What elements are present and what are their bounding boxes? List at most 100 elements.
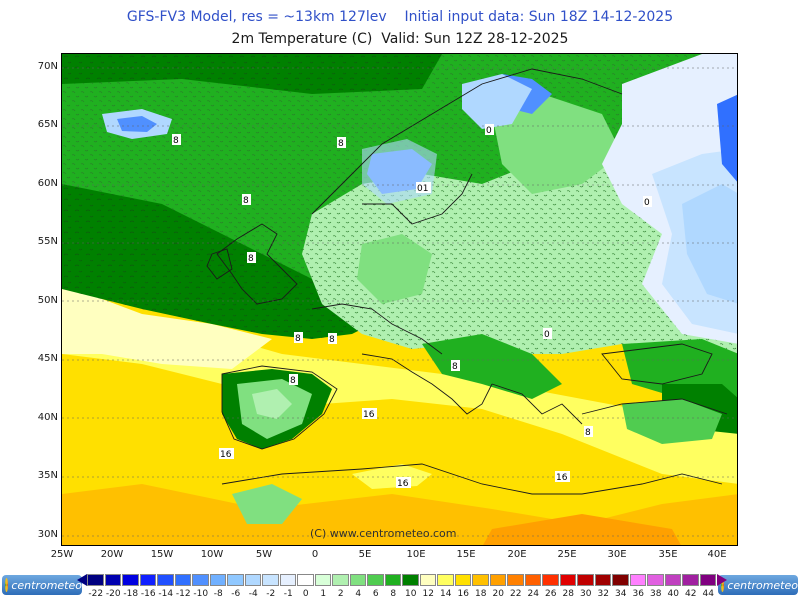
contour-label: 8 (173, 136, 179, 146)
brand-logo-right[interactable]: centrometeo (718, 575, 798, 595)
scale-label: 44 (702, 589, 714, 599)
scale-label: 2 (337, 589, 344, 599)
scale-swatch (402, 574, 419, 586)
scale-label: 34 (615, 589, 627, 599)
scale-label: -18 (123, 589, 139, 599)
logo-text: centrometeo (11, 578, 82, 592)
contour-label: 8 (248, 254, 254, 264)
scale-label: -2 (266, 589, 276, 599)
contour-label: 16 (556, 473, 568, 483)
scale-swatch (139, 574, 156, 586)
temperature-map[interactable]: 8 8 8 0 01 0 8 8 8 8 0 16 16 16 16 8 8 (61, 53, 738, 546)
scale-swatch (122, 574, 139, 586)
hot-zone (483, 514, 681, 545)
lon-label: 10E (406, 549, 426, 560)
scale-swatch (699, 574, 716, 586)
scale-swatch (612, 574, 629, 586)
scale-label: 6 (372, 589, 379, 599)
scale-label: 12 (422, 589, 434, 599)
scale-arrow-right-icon (717, 574, 727, 586)
lon-label: 20E (507, 549, 527, 560)
contour-label: 8 (329, 335, 335, 345)
scale-swatch (472, 574, 489, 586)
brand-logo-left[interactable]: centrometeo (2, 575, 82, 595)
logo-swirl-icon (5, 578, 9, 592)
lon-label: 30E (607, 549, 627, 560)
lon-label: 40E (707, 549, 727, 560)
scale-label: -20 (105, 589, 121, 599)
scale-swatch (244, 574, 261, 586)
scale-label: -10 (193, 589, 209, 599)
scale-label: 28 (562, 589, 574, 599)
scale-swatch (332, 574, 349, 586)
scale-label: 8 (390, 589, 397, 599)
lat-label: 55N (37, 236, 58, 247)
model-title: GFS-FV3 Model, res = ~13km 127lev Initia… (126, 9, 674, 25)
scale-label: 40 (667, 589, 679, 599)
logo-text: centrometeo (727, 578, 798, 592)
contour-label: 01 (417, 184, 428, 194)
scale-label: -14 (158, 589, 174, 599)
scale-label: -4 (248, 589, 258, 599)
lon-label: 15W (150, 549, 174, 560)
pale-band (62, 284, 272, 369)
contour-label: 8 (243, 196, 249, 206)
atlas-mountains (232, 484, 302, 524)
lat-label: 40N (37, 412, 58, 423)
scandinavia-green (492, 94, 622, 194)
scale-swatch (157, 574, 174, 586)
contour-label: 0 (544, 330, 550, 340)
scale-swatch (524, 574, 541, 586)
scale-swatch (682, 574, 699, 586)
scale-swatch (577, 574, 594, 586)
lat-label: 60N (37, 178, 58, 189)
turkey (622, 399, 722, 444)
scale-swatch (664, 574, 681, 586)
scale-label: -22 (88, 589, 104, 599)
contour-label: 8 (585, 428, 591, 438)
scale-swatch (192, 574, 209, 586)
contour-label: 0 (486, 126, 492, 136)
contour-label: 16 (220, 450, 232, 460)
scale-label: 16 (457, 589, 469, 599)
scale-arrow-left-icon (77, 574, 87, 586)
lat-label: 35N (37, 470, 58, 481)
scale-label: 14 (440, 589, 452, 599)
lat-label: 30N (37, 529, 58, 540)
scale-label: 32 (597, 589, 609, 599)
scale-swatch (437, 574, 454, 586)
scale-label: -1 (283, 589, 293, 599)
lon-label: 20W (100, 549, 124, 560)
watermark: (C) www.centrometeo.com (310, 527, 457, 540)
scale-label: -8 (213, 589, 223, 599)
contour-label: 8 (338, 139, 344, 149)
scale-swatch (419, 574, 436, 586)
lon-label: 15E (456, 549, 476, 560)
scale-swatch (174, 574, 191, 586)
lat-label: 65N (37, 119, 58, 130)
contour-label: 0 (644, 198, 650, 208)
lat-label: 70N (37, 61, 58, 72)
contour-label: 8 (452, 362, 458, 372)
lon-label: 10W (200, 549, 224, 560)
scale-label: 0 (302, 589, 309, 599)
scale-swatch (314, 574, 331, 586)
alps-balkan-green (422, 334, 562, 399)
scale-swatch (454, 574, 471, 586)
scale-swatch (279, 574, 296, 586)
contour-label: 16 (363, 410, 375, 420)
scale-swatch (87, 574, 104, 586)
scale-swatch (104, 574, 121, 586)
scale-label: 20 (492, 589, 504, 599)
scale-swatch (227, 574, 244, 586)
lon-label: 25W (50, 549, 74, 560)
contour-label: 8 (290, 376, 296, 386)
scale-label: 4 (355, 589, 362, 599)
scale-label: 22 (510, 589, 522, 599)
scale-label: 30 (580, 589, 592, 599)
scale-swatch (542, 574, 559, 586)
scale-swatch (594, 574, 611, 586)
scale-label: 10 (405, 589, 417, 599)
scale-swatch (384, 574, 401, 586)
scale-swatch (367, 574, 384, 586)
